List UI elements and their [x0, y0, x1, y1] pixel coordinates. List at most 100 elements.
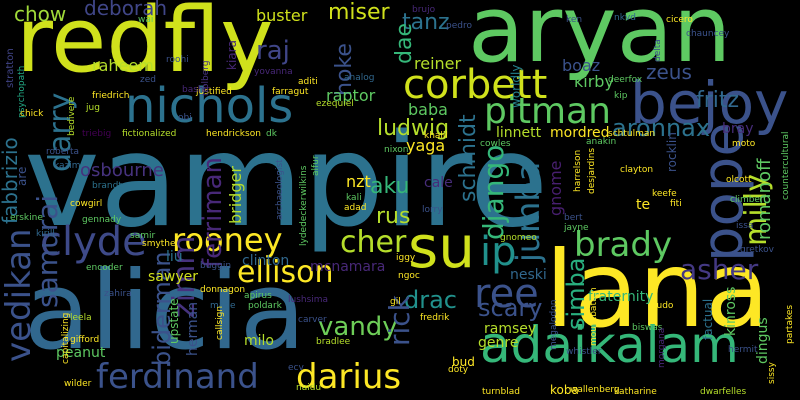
word-corbett: corbett	[403, 62, 548, 108]
word-linnett: linnett	[496, 125, 542, 141]
word-wilkins: wilkins	[299, 165, 309, 196]
word-neski: neski	[510, 267, 547, 283]
word-stratton: stratton	[5, 48, 16, 88]
word-darius: darius	[296, 357, 402, 397]
word-wai: wai	[138, 15, 154, 25]
word-poldark: poldark	[248, 301, 282, 311]
word-brandt: brandt	[92, 181, 122, 191]
word-baba: baba	[408, 100, 448, 119]
word-drac: drac	[404, 286, 458, 314]
word-partakes: partakes	[785, 304, 795, 344]
word-raptor: raptor	[326, 86, 376, 105]
word-cowles: cowles	[480, 139, 511, 149]
word-raj: raj	[256, 36, 290, 66]
word-kirby: kirby	[574, 72, 614, 91]
word-redfly: redfly	[16, 0, 274, 93]
word-fredrik: fredrik	[420, 313, 450, 323]
word-hermit: hermit	[728, 345, 758, 355]
word-bud: bud	[452, 355, 475, 369]
word-apirus: apirus	[244, 291, 272, 301]
word-ezequiel: ezequiel	[316, 99, 354, 109]
word-justified: justified	[196, 87, 232, 97]
word-asher: asher	[680, 253, 759, 286]
word-gifford: gifford	[70, 335, 100, 345]
word-nzt: nzt	[346, 172, 371, 191]
word-erskine: erskine	[10, 213, 43, 223]
word-peanut: peanut	[56, 345, 106, 361]
word-ellison: ellison	[237, 255, 334, 290]
word-ngoc: ngoc	[398, 271, 420, 281]
word-liu: liu	[166, 249, 183, 265]
word-samurai: samurai	[31, 194, 64, 308]
word-ludwig: ludwig	[377, 116, 450, 141]
word-chow: chow	[14, 2, 67, 26]
word-smythe: smythe	[142, 239, 176, 249]
word-kazim: kazim	[54, 161, 81, 171]
word-archaeologist: archaeologist	[275, 159, 285, 220]
word-genre: genre	[478, 335, 519, 351]
word-dae: dae	[392, 23, 417, 64]
word-biswas: biswas	[632, 323, 663, 333]
word-worldly: worldly	[509, 64, 523, 108]
word-gnome: gnome	[546, 160, 565, 216]
word-keefe: keefe	[652, 189, 677, 199]
word-milo: milo	[244, 333, 274, 349]
word-aditi: aditi	[298, 77, 318, 87]
word-sawyer: sawyer	[148, 269, 198, 285]
word-jug: jug	[86, 103, 100, 113]
word-gil: gil	[390, 297, 401, 307]
word-rus: rus	[376, 204, 411, 229]
word-sissy: sissy	[767, 362, 777, 384]
word-factual: factual	[701, 298, 715, 340]
word-nichols: nichols	[125, 78, 294, 134]
word-katharine: katharine	[614, 387, 657, 397]
word-ramsey: ramsey	[484, 321, 537, 337]
word-climber: climber	[730, 195, 764, 205]
word-kiara: kiara	[225, 40, 239, 70]
word-brujo: brujo	[412, 5, 436, 15]
word-zeus: zeus	[646, 60, 692, 84]
word-cale: cale	[424, 175, 453, 191]
word-aronnax: aronnax	[612, 114, 711, 142]
word-nkvd: nkvd	[614, 13, 636, 23]
word-django: django	[477, 144, 510, 240]
word-simba: simba	[562, 257, 590, 331]
word-dk: dk	[266, 129, 277, 139]
word-cowgirl: cowgirl	[70, 199, 103, 209]
word-mage: mage	[210, 301, 236, 311]
word-vandy: vandy	[318, 312, 398, 342]
word-mountbatten: mountbatten	[589, 287, 599, 346]
word-fiti: fiti	[670, 199, 682, 209]
word-lushsima: lushsima	[288, 295, 329, 305]
word-megalodon: megalodon	[549, 299, 559, 350]
word-obi: obi	[178, 113, 192, 123]
word-yovanna: yovanna	[254, 67, 293, 77]
word-zed: zed	[140, 75, 156, 85]
word-harrelson: harrelson	[573, 149, 583, 192]
word-upstate: upstate	[167, 298, 181, 344]
word-boaz: boaz	[562, 56, 601, 75]
word-friedrich: friedrich	[92, 91, 130, 101]
word-lydedecker: lydedecker	[299, 196, 309, 246]
word-naidu: naidu	[296, 383, 322, 393]
word-are: are	[15, 166, 29, 186]
word-ip: ip	[480, 229, 517, 275]
word-gnomeo: gnomeo	[500, 233, 537, 243]
word-bejoy: bejoy	[630, 69, 789, 137]
word-doty: doty	[448, 365, 469, 375]
word-ree: ree	[474, 271, 539, 317]
word-ecv: ecv	[288, 363, 304, 373]
word-aku: aku	[370, 174, 410, 199]
word-su: su	[408, 213, 475, 281]
word-callsign: callsign	[215, 305, 225, 340]
word-wallenberg: wallenberg	[570, 385, 620, 395]
word-cher: cher	[340, 225, 407, 260]
word-nixon: nixon	[384, 145, 409, 155]
word-clyde: clyde	[40, 219, 147, 265]
word-ferdinand: ferdinand	[96, 357, 259, 397]
word-dingus: dingus	[755, 317, 771, 364]
word-herman: herman	[185, 301, 201, 356]
word-pitman: pitman	[484, 91, 611, 132]
word-miser: miser	[328, 0, 390, 25]
